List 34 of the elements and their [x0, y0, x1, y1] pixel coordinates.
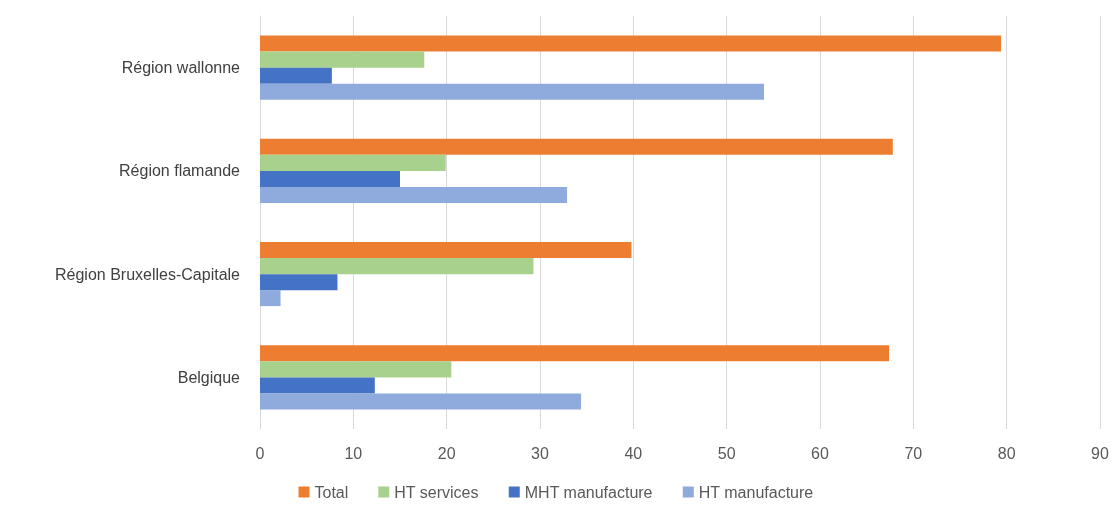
bar [260, 154, 446, 171]
bar [260, 345, 890, 362]
legend-label: HT services [394, 483, 479, 501]
bar [260, 51, 425, 68]
x-tick-label: 80 [997, 444, 1016, 462]
legend-label: Total [314, 483, 349, 501]
bar [260, 35, 1002, 52]
bar [260, 170, 400, 187]
bar [260, 393, 582, 410]
x-tick-label: 0 [255, 444, 265, 462]
x-tick-label: 90 [1091, 444, 1109, 462]
x-tick-label: 30 [531, 444, 549, 462]
y-tick-label: Région flamande [119, 162, 241, 180]
bar [260, 377, 375, 394]
bar [260, 242, 632, 259]
bar [260, 258, 534, 275]
bar [260, 67, 332, 84]
x-tick-label: 60 [811, 444, 829, 462]
x-tick-label: 20 [437, 444, 456, 462]
bar [260, 361, 452, 378]
y-tick-label: Belgique [177, 368, 241, 386]
x-tick-label: 50 [717, 444, 736, 462]
bar [260, 274, 338, 291]
bar [260, 186, 568, 203]
legend-label: HT manufacture [698, 483, 814, 501]
y-tick-label: Région wallonne [121, 59, 241, 77]
y-tick-label: Région Bruxelles-Capitale [55, 265, 241, 283]
bar [260, 138, 893, 155]
x-tick-label: 10 [344, 444, 363, 462]
legend-label: MHT manufacture [524, 483, 653, 501]
bar [260, 290, 281, 307]
bar [260, 83, 764, 100]
x-tick-label: 40 [624, 444, 643, 462]
x-tick-label: 70 [904, 444, 923, 462]
